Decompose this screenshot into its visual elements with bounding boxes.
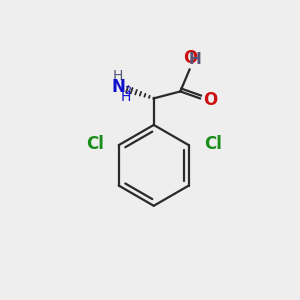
Text: Cl: Cl: [86, 135, 104, 153]
Text: O: O: [183, 49, 197, 67]
Text: N: N: [111, 78, 125, 96]
Text: H: H: [120, 90, 130, 104]
Text: O: O: [203, 91, 217, 109]
Text: 2: 2: [124, 86, 131, 96]
Text: H: H: [188, 52, 201, 67]
Text: Cl: Cl: [204, 135, 222, 153]
Text: H: H: [113, 69, 123, 83]
